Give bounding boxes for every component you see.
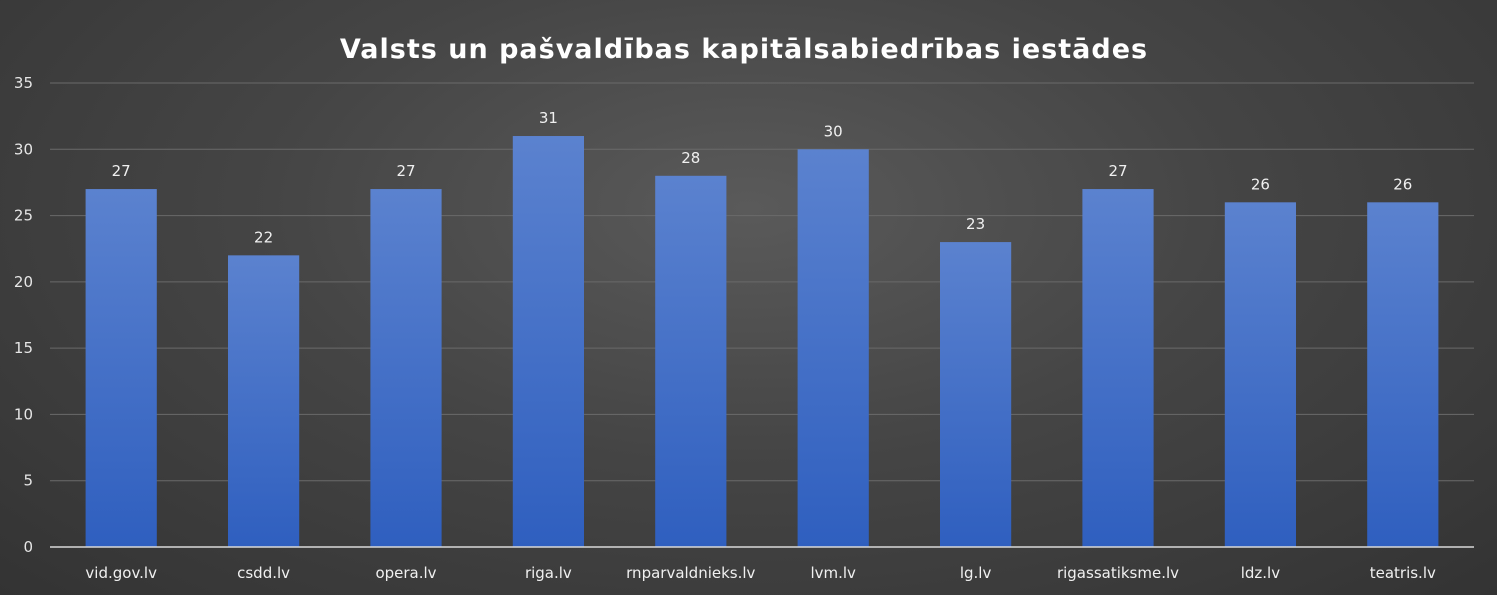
bar-ldz-lv	[1224, 202, 1296, 548]
data-label: 27	[1108, 162, 1127, 180]
bars	[85, 136, 1439, 548]
bar-rigassatiksme-lv	[1082, 189, 1154, 548]
category-label: vid.gov.lv	[85, 564, 157, 582]
category-label: lvm.lv	[810, 564, 856, 582]
category-label: teatris.lv	[1370, 564, 1436, 582]
chart-title: Valsts un pašvaldības kapitālsabiedrības…	[340, 34, 1148, 65]
data-label: 26	[1251, 175, 1270, 193]
bar-rnparvaldnieks-lv	[655, 175, 727, 548]
data-label: 31	[539, 109, 558, 127]
data-label: 30	[824, 122, 843, 140]
data-label: 22	[254, 228, 273, 246]
y-tick-label: 35	[14, 74, 33, 92]
x-axis-category-labels: vid.gov.lv csdd.lv opera.lv riga.lv rnparval…	[85, 564, 1436, 582]
data-label: 26	[1393, 175, 1412, 193]
data-label: 23	[966, 215, 985, 233]
data-labels: 27 22 27 31 28 30 23 27 26 26	[112, 109, 1413, 246]
y-tick-label: 25	[14, 207, 33, 225]
bar-lg-lv	[940, 242, 1012, 548]
y-tick-label: 10	[14, 405, 33, 423]
y-axis-tick-labels: 0 5 10 15 20 25 30 35	[14, 74, 33, 556]
category-label: csdd.lv	[237, 564, 290, 582]
y-tick-label: 20	[14, 273, 33, 291]
bar-lvm-lv	[797, 149, 869, 548]
data-label: 27	[396, 162, 415, 180]
bar-teatris-lv	[1367, 202, 1439, 548]
category-label: rigassatiksme.lv	[1057, 564, 1179, 582]
bar-riga-lv	[512, 136, 584, 547]
data-label: 27	[112, 162, 131, 180]
category-label: lg.lv	[960, 564, 992, 582]
category-label: rnparvaldnieks.lv	[626, 564, 755, 582]
bar-opera-lv	[370, 189, 442, 548]
y-tick-label: 5	[23, 472, 33, 490]
category-label: riga.lv	[525, 564, 572, 582]
data-label: 28	[681, 149, 700, 167]
bar-csdd-lv	[228, 255, 300, 548]
y-tick-label: 30	[14, 140, 33, 158]
category-label: opera.lv	[375, 564, 436, 582]
y-tick-label: 15	[14, 339, 33, 357]
y-tick-label: 0	[23, 538, 33, 556]
category-label: ldz.lv	[1241, 564, 1280, 582]
bar-vid-gov-lv	[85, 189, 157, 548]
